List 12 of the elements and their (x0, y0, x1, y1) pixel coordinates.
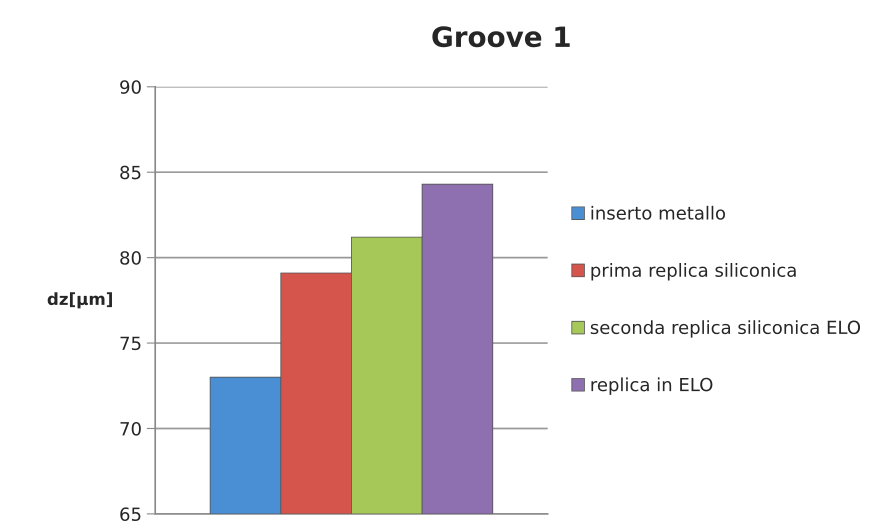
y-tick-label: 70 (120, 422, 141, 436)
y-axis-title: dz[µm] (48, 292, 112, 308)
y-tick-label: 65 (120, 507, 140, 522)
legend-label: inserto metallo (592, 206, 726, 220)
y-tick-label: 80 (120, 251, 141, 265)
legend-label: prima replica siliconica (591, 263, 796, 280)
legend-label: replica in ELO (591, 377, 712, 395)
legend-label: seconda replica siliconica ELO (590, 320, 860, 338)
y-tick-label: 75 (120, 336, 140, 350)
chart-title: Groove 1 (432, 26, 570, 48)
y-tick-label: 90 (120, 80, 141, 94)
y-tick-label: 85 (120, 166, 140, 180)
